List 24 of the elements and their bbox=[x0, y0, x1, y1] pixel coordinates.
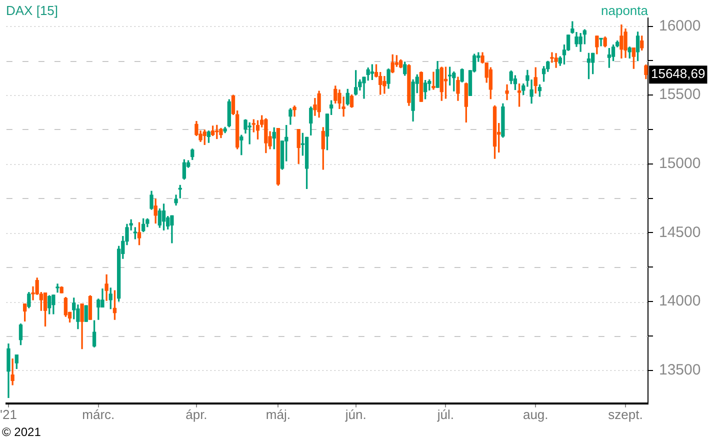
candlestick bbox=[599, 38, 603, 46]
candlestick bbox=[432, 72, 436, 90]
x-tick-label: máj. bbox=[266, 406, 290, 422]
y-tick-label: 14500 bbox=[659, 224, 701, 241]
y-tick-label: 15000 bbox=[659, 155, 701, 172]
text: © 2021 bbox=[2, 425, 41, 439]
chart-subtitle: naponta bbox=[601, 3, 648, 18]
x-tick-label: '21 bbox=[0, 406, 17, 422]
x-tick-label: júl. bbox=[436, 406, 454, 422]
y-tick-label: 13500 bbox=[659, 362, 701, 379]
candlestick bbox=[56, 284, 60, 293]
y-tick-label: 14000 bbox=[659, 292, 701, 310]
x-tick-label: márc. bbox=[82, 406, 115, 422]
chart-title: DAX [15] bbox=[6, 3, 58, 18]
candlestick bbox=[248, 122, 252, 144]
candlestick bbox=[10, 358, 14, 386]
x-tick-label: ápr. bbox=[186, 406, 208, 422]
y-tick-label: 16000 bbox=[659, 17, 701, 34]
x-tick-label: aug. bbox=[522, 406, 548, 422]
candlestick bbox=[505, 84, 509, 100]
text: 15648,69 bbox=[651, 66, 706, 82]
y-tick-label: 15500 bbox=[659, 86, 701, 104]
x-tick-label: jún. bbox=[344, 406, 366, 422]
x-tick-label: szept. bbox=[608, 406, 643, 422]
